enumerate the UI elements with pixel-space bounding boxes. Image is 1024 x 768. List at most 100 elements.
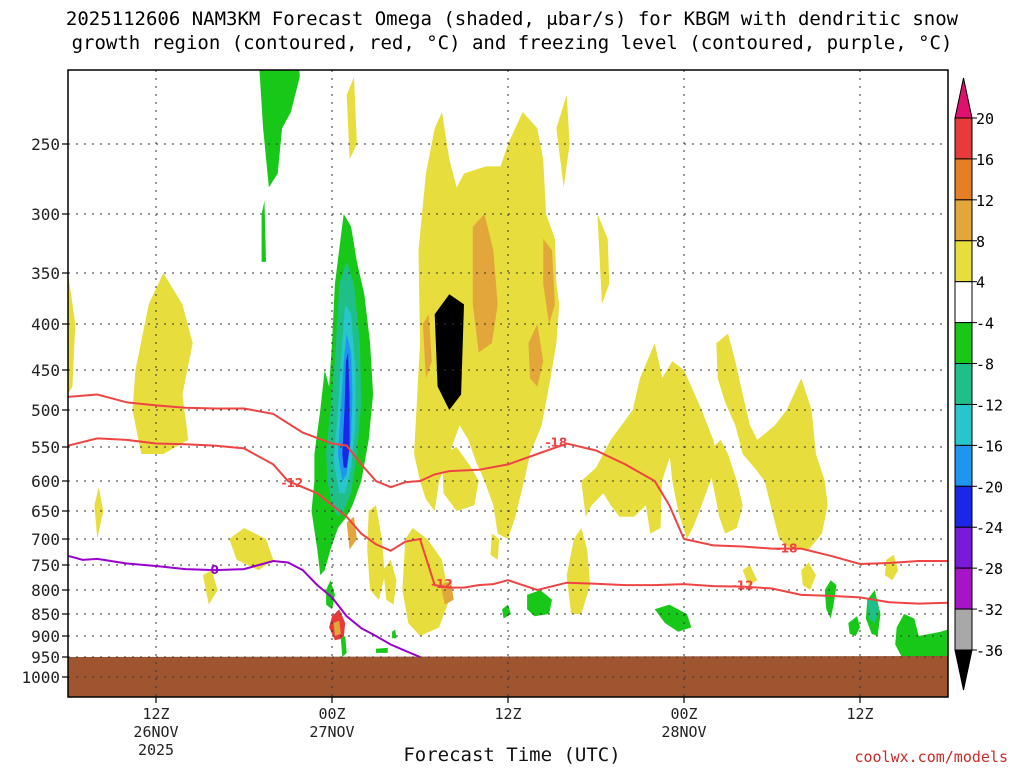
colorbar-label: -4: [976, 315, 994, 333]
x-axis-label: Forecast Time (UTC): [403, 744, 621, 766]
omega-blob: [367, 505, 385, 600]
y-tick-label: 700: [31, 530, 60, 549]
colorbar-label: -36: [976, 642, 1003, 660]
omega-blob: [326, 580, 335, 610]
colorbar-swatch: [954, 158, 973, 201]
omega-blob: [801, 562, 816, 590]
omega-blob: [543, 238, 555, 324]
x-tick-label: 28NOV: [661, 723, 706, 741]
omega-blob: [895, 614, 948, 662]
colorbar-label: -16: [976, 437, 1003, 455]
colorbar-swatch: [954, 444, 973, 487]
colorbar-label: -12: [976, 396, 1003, 414]
y-tick-label: 550: [31, 438, 60, 457]
contour-layer: -12 -12 -12 -18 -18 0: [68, 393, 948, 658]
omega-blob: [662, 361, 717, 539]
colorbar-label: 4: [976, 274, 985, 292]
colorbar: 20 16 12 8 4 -4 -8 -12 -16 -20 -24 -28 -32 -36: [954, 77, 1003, 691]
colorbar-swatch: [954, 567, 973, 610]
colorbar-label: 16: [976, 151, 994, 169]
omega-blob: [132, 273, 193, 454]
omega-blob: [442, 447, 479, 511]
omega-blob: [422, 314, 432, 379]
contour-line-0: [68, 554, 421, 658]
contour-label: -18: [546, 436, 568, 450]
x-tick-label: 26NOV: [133, 723, 178, 741]
omega-blob: [490, 533, 500, 560]
omega-blob: [383, 559, 397, 605]
omega-blob: [581, 343, 671, 534]
omega-blob: [68, 273, 76, 395]
omega-blob: [261, 201, 266, 262]
colorbar-label: 8: [976, 233, 985, 251]
omega-blob: [376, 647, 388, 653]
y-axis: 250 300 350 400 450 500 550 600 650 700 750 800 850 9…: [21, 135, 68, 687]
colorbar-swatch: [954, 240, 973, 283]
omega-blob: [333, 620, 341, 636]
omega-blob: [706, 439, 743, 534]
omega-blob: [527, 590, 552, 617]
omega-blob: [566, 528, 591, 614]
omega-blob: [472, 214, 498, 353]
colorbar-label: 12: [976, 192, 994, 210]
omega-blob: [654, 604, 692, 632]
omega-blob: [824, 580, 837, 619]
x-tick-label: 2025: [138, 741, 174, 759]
omega-blob: [259, 70, 300, 188]
y-tick-label: 850: [31, 605, 60, 624]
y-tick-label: 900: [31, 627, 60, 646]
omega-blob: [340, 636, 347, 657]
colorbar-swatch: [954, 281, 973, 324]
contour-label: -12: [431, 577, 453, 591]
y-tick-label: 300: [31, 205, 60, 224]
omega-blob: [556, 94, 570, 188]
chart-subtitle: growth region (contoured, red, °C) and f…: [71, 32, 953, 54]
x-tick-label: 12Z: [846, 705, 873, 723]
x-tick-label: 12Z: [494, 705, 521, 723]
y-tick-label: 450: [31, 361, 60, 380]
colorbar-label: -8: [976, 356, 994, 374]
y-tick-label: 950: [31, 648, 60, 667]
y-tick-label: 350: [31, 264, 60, 283]
grid-layer: [68, 70, 948, 697]
colorbar-swatch: [954, 526, 973, 569]
y-tick-label: 400: [31, 315, 60, 334]
contour-label: -12: [732, 579, 754, 593]
colorbar-label: 20: [976, 110, 994, 128]
y-tick-label: 500: [31, 401, 60, 420]
credit-text: coolwx.com/models: [854, 748, 1008, 766]
omega-blob: [867, 597, 880, 623]
colorbar-label: -32: [976, 601, 1003, 619]
colorbar-label: -28: [976, 560, 1003, 578]
contour-label: -12: [282, 476, 304, 490]
omega-blob: [94, 487, 104, 539]
y-tick-label: 1000: [21, 668, 60, 687]
y-tick-label: 250: [31, 135, 60, 154]
contour-line-minus18: [68, 393, 948, 566]
colorbar-extend-top: [954, 77, 973, 119]
omega-blob: [402, 528, 450, 636]
colorbar-swatch: [954, 199, 973, 242]
omega-blob: [848, 616, 860, 636]
y-tick-label: 650: [31, 502, 60, 521]
y-tick-label: 750: [31, 556, 60, 575]
omega-blob: [342, 352, 350, 468]
colorbar-swatch: [954, 117, 973, 160]
colorbar-swatch: [954, 485, 973, 528]
x-tick-label: 00Z: [318, 705, 345, 723]
colorbar-label: -20: [976, 478, 1003, 496]
x-tick-label: 00Z: [670, 705, 697, 723]
omega-blob: [392, 629, 397, 639]
y-tick-label: 600: [31, 472, 60, 491]
omega-blob: [346, 77, 357, 160]
omega-blob: [229, 528, 274, 571]
x-tick-label: 12Z: [142, 705, 169, 723]
omega-shading-layer: [68, 70, 948, 697]
omega-blob: [528, 324, 544, 387]
contour-line-minus12: [68, 437, 948, 605]
colorbar-swatch: [954, 363, 973, 405]
colorbar-extend-bottom: [954, 649, 973, 691]
colorbar-swatch: [954, 608, 973, 651]
